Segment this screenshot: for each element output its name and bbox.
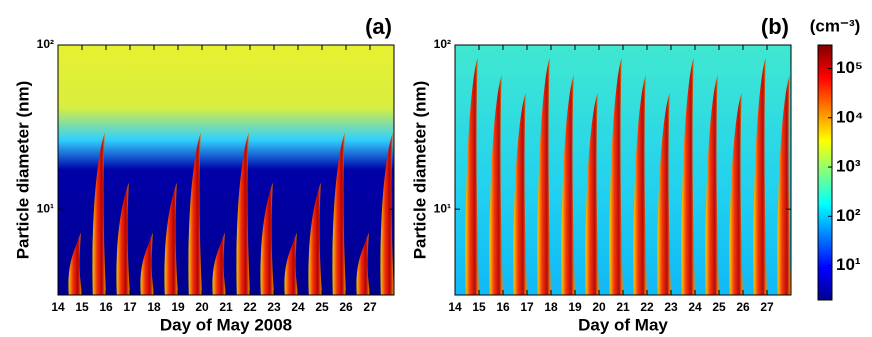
banana <box>356 232 370 295</box>
x-tick-label: 18 <box>544 300 558 314</box>
y-tick-label: 10¹ <box>434 201 451 215</box>
x-tick-label: 24 <box>688 300 702 314</box>
banana <box>537 57 551 295</box>
x-tick-label: 21 <box>219 300 233 314</box>
banana <box>332 132 346 295</box>
x-tick-label: 24 <box>291 300 305 314</box>
x-tick-label: 19 <box>568 300 582 314</box>
x-tick-label: 18 <box>147 300 161 314</box>
x-tick-label: 17 <box>520 300 534 314</box>
x-tick-label: 21 <box>616 300 630 314</box>
banana <box>777 75 791 295</box>
banana <box>609 57 623 295</box>
x-tick-label: 23 <box>267 300 281 314</box>
banana <box>380 132 394 295</box>
banana <box>308 182 322 295</box>
x-tick-label: 25 <box>315 300 329 314</box>
y-tick-label: 10² <box>434 37 451 51</box>
colorbar <box>817 44 833 301</box>
x-tick-label: 22 <box>243 300 257 314</box>
x-tick-label: 19 <box>171 300 185 314</box>
colorbar-tick-label: 10⁵ <box>836 58 863 77</box>
x-tick-label: 20 <box>592 300 606 314</box>
colorbar-tick-label: 10³ <box>836 157 861 176</box>
banana <box>68 232 82 295</box>
banana <box>260 182 274 295</box>
y-tick-label: 10² <box>37 37 54 51</box>
x-tick-label: 14 <box>51 300 65 314</box>
x-tick-label: 26 <box>339 300 353 314</box>
y-axis-label: Particle diameter (nm) <box>410 81 429 260</box>
banana <box>753 57 767 295</box>
x-tick-label: 14 <box>448 300 462 314</box>
banana <box>657 92 671 295</box>
banana <box>561 75 575 295</box>
x-tick-label: 20 <box>195 300 209 314</box>
x-tick-label: 23 <box>664 300 678 314</box>
banana <box>92 132 106 295</box>
banana <box>140 232 154 295</box>
colorbar-tick-label: 10² <box>836 206 861 225</box>
heatmap <box>455 45 791 295</box>
banana <box>236 132 250 295</box>
colorbar-label: (cm⁻³) <box>810 16 861 35</box>
x-tick-label: 27 <box>760 300 774 314</box>
x-axis-label: Day of May <box>578 315 668 334</box>
banana <box>705 75 719 295</box>
banana <box>212 232 226 295</box>
x-tick-label: 25 <box>712 300 726 314</box>
banana <box>116 182 130 295</box>
banana <box>284 232 298 295</box>
banana <box>164 182 178 295</box>
banana <box>633 75 647 295</box>
y-tick-label: 10¹ <box>37 201 54 215</box>
banana <box>188 132 202 295</box>
y-axis-label: Particle diameter (nm) <box>13 81 32 260</box>
x-tick-label: 27 <box>363 300 377 314</box>
banana <box>585 92 599 295</box>
x-tick-label: 15 <box>472 300 486 314</box>
banana <box>729 92 743 295</box>
x-tick-label: 26 <box>736 300 750 314</box>
x-tick-label: 16 <box>496 300 510 314</box>
banana <box>489 75 503 295</box>
banana <box>465 57 479 295</box>
x-tick-label: 16 <box>99 300 113 314</box>
colorbar-tick-label: 10¹ <box>836 255 861 274</box>
x-tick-label: 17 <box>123 300 137 314</box>
x-tick-label: 15 <box>75 300 89 314</box>
banana <box>513 92 527 295</box>
banana <box>681 57 695 295</box>
heatmap <box>58 45 394 295</box>
x-axis-label: Day of May 2008 <box>160 315 292 334</box>
colorbar-tick-label: 10⁴ <box>836 107 863 126</box>
panel-title: (a) <box>365 14 392 39</box>
x-tick-label: 22 <box>640 300 654 314</box>
panel-title: (b) <box>761 14 789 39</box>
